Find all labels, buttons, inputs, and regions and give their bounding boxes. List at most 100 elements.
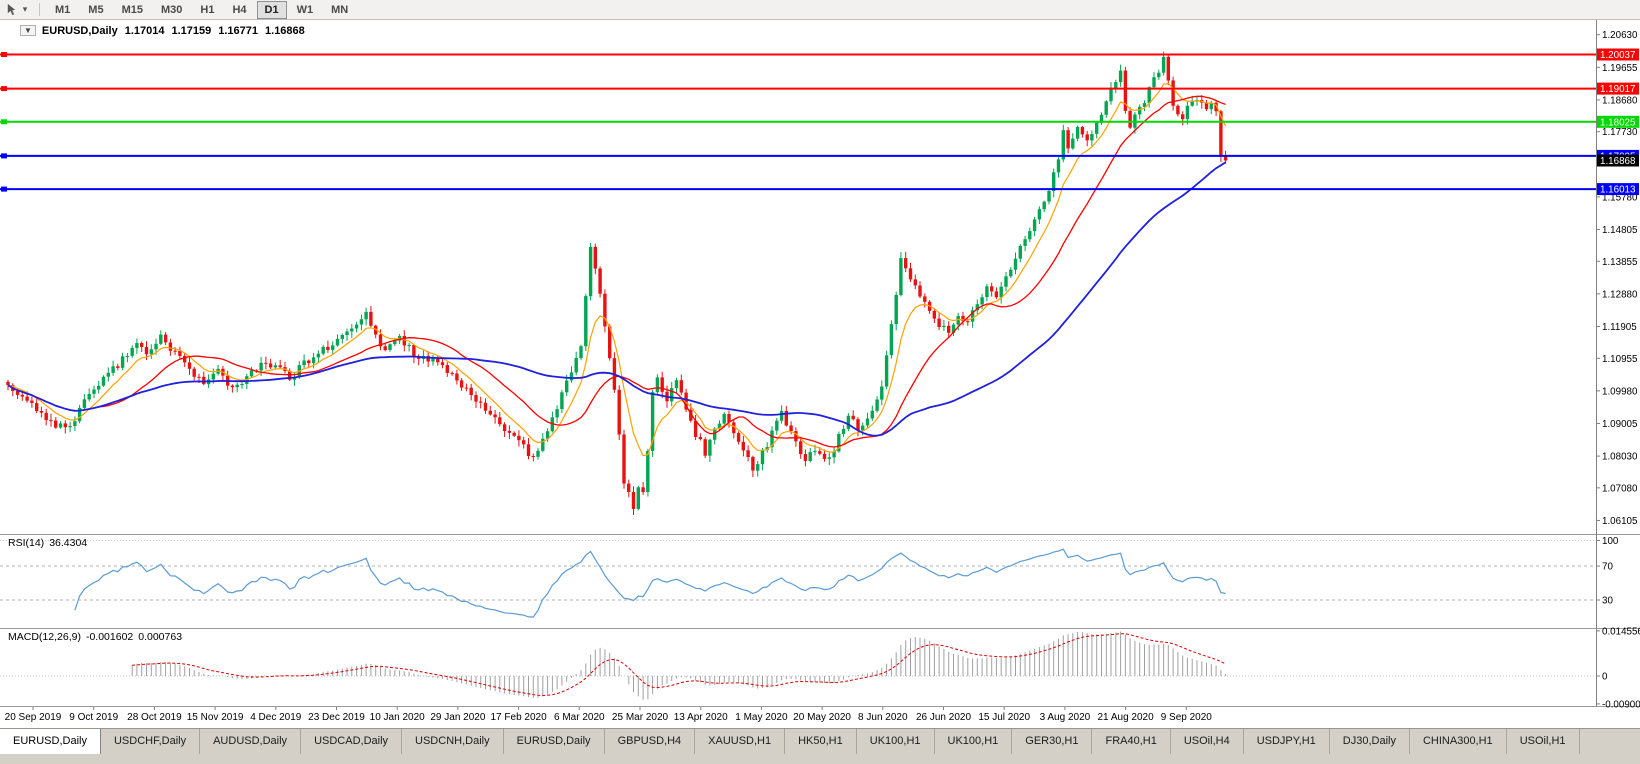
candle-body	[1061, 130, 1065, 160]
candle-body	[565, 380, 569, 393]
candle-body	[249, 370, 254, 377]
chart-tab-1-usdchf-daily[interactable]: USDCHF,Daily	[100, 729, 201, 754]
level-line-handle[interactable]	[1, 52, 7, 57]
candle-body	[73, 421, 77, 426]
chart-tab-15-dj30-daily[interactable]: DJ30,Daily	[1329, 729, 1410, 754]
chart-tab-3-usdcad-daily[interactable]: USDCAD,Daily	[301, 729, 403, 754]
time-tick-label: 3 Aug 2020	[1040, 712, 1091, 723]
cursor-tool-icon[interactable]	[3, 2, 19, 18]
dropdown-caret-icon[interactable]: ▾	[22, 4, 28, 14]
time-tick-label: 20 Sep 2019	[5, 712, 62, 723]
candle-body	[846, 415, 851, 429]
chart-tab-14-usdjpy-h1[interactable]: USDJPY,H1	[1243, 729, 1330, 754]
timeframe-button-w1[interactable]: W1	[296, 4, 314, 16]
timeframe-button-m1[interactable]: M1	[55, 4, 71, 16]
candle-body	[58, 423, 63, 428]
chart-tab-9-uk100-h1[interactable]: UK100,H1	[856, 729, 935, 754]
candle-body	[1028, 231, 1032, 240]
candle-body	[502, 424, 507, 431]
candle-body	[479, 401, 483, 403]
price-chart-canvas[interactable]: 20 Sep 2019 9 Oct 2019 28 Oct 2019 15 Nov 2…	[0, 20, 1640, 728]
candle-body	[407, 345, 411, 346]
candle-body	[588, 246, 593, 297]
chart-tab-11-ger30-h1[interactable]: GER30,H1	[1012, 729, 1093, 754]
timeframe-button-m30[interactable]: M30	[160, 4, 183, 16]
chart-area[interactable]: 20 Sep 2019 9 Oct 2019 28 Oct 2019 15 Nov 2…	[0, 20, 1640, 728]
timeframe-button-d1[interactable]: D1	[256, 1, 287, 19]
timeframe-button-mn[interactable]: MN	[331, 4, 349, 16]
candle-body	[1066, 130, 1070, 149]
chart-tab-8-hk50-h1[interactable]: HK50,H1	[785, 729, 857, 754]
candle-body	[173, 350, 177, 352]
timeframe-button-m5[interactable]: M5	[88, 4, 104, 16]
price-tick-label: 1.15780	[1602, 192, 1638, 203]
macd-name: MACD(12,26,9)	[8, 631, 81, 643]
candle-body	[30, 400, 34, 403]
level-line-handle[interactable]	[1, 186, 7, 192]
candle-body	[140, 343, 144, 347]
candle-body	[450, 372, 454, 374]
chart-tab-13-usoil-h4[interactable]: USOil,H4	[1170, 729, 1244, 754]
chart-tab-5-eurusd-daily[interactable]: EURUSD,Daily	[503, 729, 605, 754]
candle-body	[488, 410, 492, 415]
chart-tab-7-xauusd-h1[interactable]: XAUUSD,H1	[695, 729, 786, 754]
candle-body	[364, 311, 368, 320]
timeframe-button-h4[interactable]: H4	[232, 4, 247, 16]
high-value: 1.17159	[171, 25, 212, 37]
time-tick-label: 21 Aug 2020	[1098, 712, 1155, 723]
candle-body	[970, 310, 975, 322]
timeframe-button-m15[interactable]: M15	[121, 4, 143, 16]
chart-tab-6-gbpusd-h4[interactable]: GBPUSD,H4	[604, 729, 696, 754]
chart-tab-0-eurusd-daily[interactable]: EURUSD,Daily	[0, 729, 101, 754]
candle-body	[579, 346, 583, 358]
candle-body	[951, 324, 956, 333]
level-line-handle[interactable]	[1, 119, 7, 125]
candle-body	[512, 432, 516, 436]
level-line-handle[interactable]	[1, 86, 7, 92]
macd-signal-line	[132, 633, 1226, 697]
candle-body	[402, 336, 406, 346]
candle-body	[507, 430, 512, 433]
price-tick-label: 1.13855	[1602, 257, 1638, 268]
candle-body	[383, 346, 387, 351]
chart-tab-17-usoil-h1[interactable]: USOil,H1	[1506, 729, 1580, 754]
candle-body	[369, 311, 373, 326]
candle-body	[622, 434, 626, 484]
candle-body	[1152, 77, 1156, 88]
macd-main-value: -0.001602	[85, 631, 134, 643]
candle-body	[861, 425, 865, 431]
close-value: 1.16868	[265, 25, 305, 37]
chart-tab-2-audusd-daily[interactable]: AUDUSD,Daily	[200, 729, 302, 754]
chart-tab-10-uk100-h1[interactable]: UK100,H1	[934, 729, 1013, 754]
price-axis[interactable]: 1.20630 1.19655 1.18680 1.17730 1.15780 1.148…	[1596, 20, 1640, 710]
candle-body	[1004, 276, 1008, 287]
candle-body	[1118, 70, 1123, 83]
cursor-arrow-icon	[7, 3, 15, 16]
chart-tab-16-china300-h1[interactable]: CHINA300,H1	[1409, 729, 1507, 754]
candle-body	[541, 438, 545, 451]
candle-body	[307, 360, 311, 364]
time-tick-label: 6 Mar 2020	[554, 712, 605, 723]
candle-body	[1104, 101, 1108, 115]
level-line-handle[interactable]	[1, 153, 7, 159]
candle-body	[464, 387, 469, 389]
chart-tab-12-fra40-h1[interactable]: FRA40,H1	[1092, 729, 1171, 754]
candle-body	[894, 294, 898, 325]
ma-slow-line	[7, 161, 1227, 437]
candle-body	[459, 380, 464, 388]
price-badge-1.19017: 1.19017	[1597, 82, 1639, 95]
one-click-trading-toggle[interactable]: ▼	[20, 25, 36, 36]
candle-body	[316, 353, 321, 358]
candle-body	[1161, 56, 1166, 73]
candle-body	[765, 447, 769, 451]
candle-body	[483, 402, 488, 411]
candle-body	[125, 355, 130, 357]
candle-body	[388, 344, 392, 350]
candle-body	[230, 385, 235, 388]
price-tick-label: 30	[1602, 596, 1613, 607]
price-tick-label: 1.10955	[1602, 354, 1638, 365]
chart-tab-4-usdcnh-daily[interactable]: USDCNH,Daily	[402, 729, 504, 754]
timeframe-button-h1[interactable]: H1	[200, 4, 215, 16]
time-axis[interactable]: 20 Sep 2019 9 Oct 2019 28 Oct 2019 15 Nov 2…	[5, 707, 1213, 723]
